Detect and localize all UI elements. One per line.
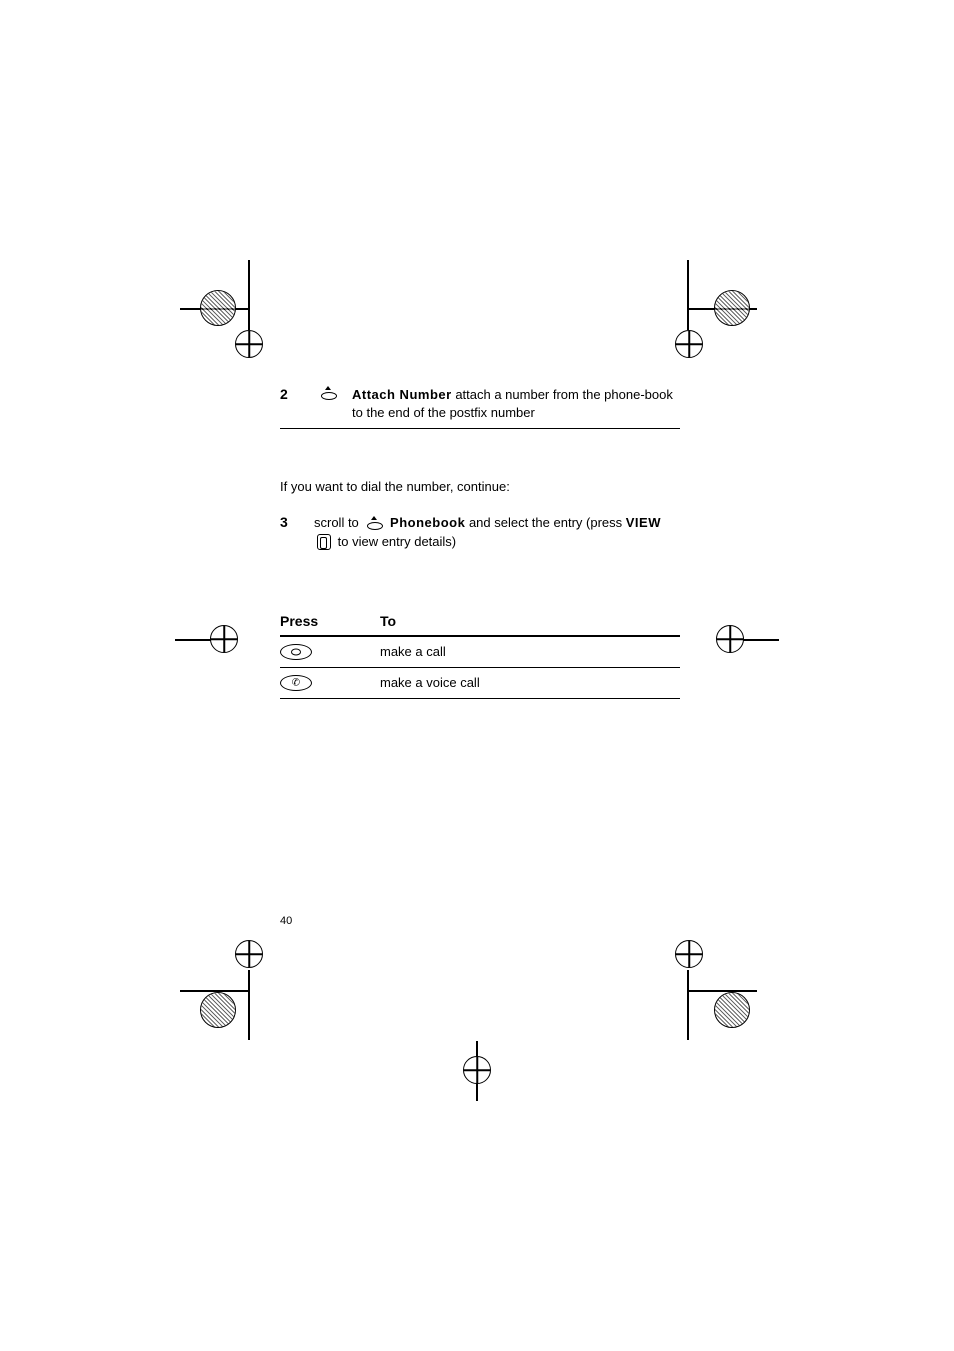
step-3-text: scroll to Phonebook and select the entry…	[314, 514, 680, 550]
continue-paragraph: If you want to dial the number, continue…	[280, 479, 680, 494]
step-2-number: 2	[280, 386, 304, 402]
step-3-prefix: scroll to	[314, 515, 362, 530]
registration-mark-bottom-left	[180, 940, 300, 1060]
registration-mark-top-left	[180, 260, 300, 380]
send-button-icon	[280, 644, 312, 660]
registration-mark-bottom-right	[659, 940, 779, 1060]
voice-call-button-icon	[280, 675, 312, 691]
scroll-icon	[314, 386, 342, 402]
press-header: Press	[280, 613, 340, 629]
step-3-mid: and select the entry (press	[469, 515, 626, 530]
softkey-icon	[317, 534, 331, 550]
to-header: To	[380, 613, 396, 629]
action-2-text: make a voice call	[380, 674, 680, 692]
step-2-text: Attach Number attach a number from the p…	[352, 386, 680, 422]
step-3-row: 3 scroll to Phonebook and select the ent…	[280, 508, 680, 556]
attach-number-label: Attach Number	[352, 387, 452, 402]
view-label: VIEW	[626, 515, 661, 530]
action-row-2: make a voice call	[280, 668, 680, 699]
step-2-row: 2 Attach Number attach a number from the…	[280, 380, 680, 429]
step-3-number: 3	[280, 514, 304, 530]
phonebook-label: Phonebook	[390, 515, 465, 530]
document-content: 2 Attach Number attach a number from the…	[280, 380, 680, 699]
page-number: 40	[280, 915, 292, 927]
scroll-icon-inline	[365, 516, 383, 532]
action-row-1: make a call	[280, 637, 680, 668]
action-table-header: Press To	[280, 607, 680, 637]
registration-mark-top-right	[659, 260, 779, 380]
step-3-end: to view entry details)	[338, 534, 457, 549]
action-1-text: make a call	[380, 643, 680, 661]
